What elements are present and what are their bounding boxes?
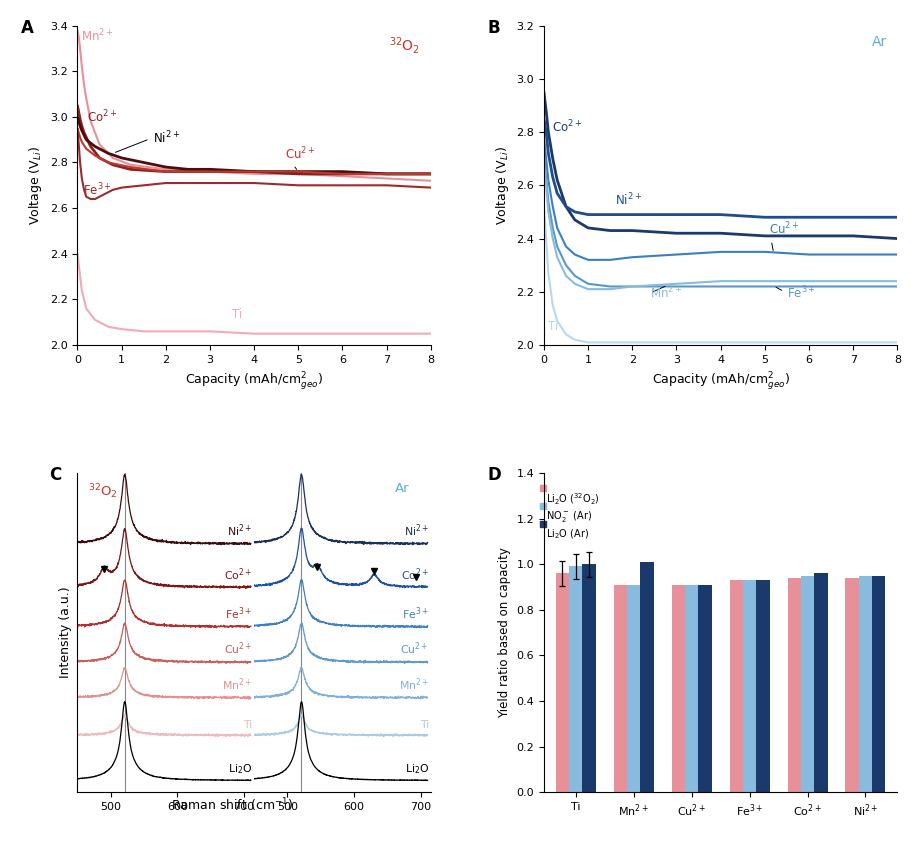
Bar [801,576,814,792]
Text: Cu$^{2+}$: Cu$^{2+}$ [769,221,800,250]
Text: Ar: Ar [872,35,886,49]
Bar [872,576,885,792]
Text: Ni$^{2+}$: Ni$^{2+}$ [404,522,429,539]
Bar [614,584,627,792]
Text: Raman shift (cm$^{-1}$): Raman shift (cm$^{-1}$) [171,797,293,815]
Bar [845,578,859,792]
Text: Ti: Ti [232,308,242,320]
Y-axis label: Intensity (a.u.): Intensity (a.u.) [59,587,72,678]
Bar [627,584,640,792]
Text: Co$^{2+}$: Co$^{2+}$ [401,566,429,583]
Bar [685,584,699,792]
Text: Fe$^{3+}$: Fe$^{3+}$ [83,182,112,199]
Text: Ti: Ti [420,721,429,730]
Text: Li$_2$O (Ar): Li$_2$O (Ar) [546,527,589,541]
Text: Ar: Ar [395,482,410,496]
Text: $^{32}$O$_2$: $^{32}$O$_2$ [389,35,420,56]
Bar [699,584,711,792]
Text: Cu$^{2+}$: Cu$^{2+}$ [400,641,429,658]
Text: Li$_2$O ($^{32}$O$_2$): Li$_2$O ($^{32}$O$_2$) [546,491,599,507]
Text: Cu$^{2+}$: Cu$^{2+}$ [285,146,316,170]
Text: Li$_2$O: Li$_2$O [404,762,429,776]
Text: Fe$^{3+}$: Fe$^{3+}$ [776,285,816,302]
Bar [743,580,756,792]
Y-axis label: Voltage (V$_{Li}$): Voltage (V$_{Li}$) [494,146,511,225]
Bar [582,564,596,792]
Bar [730,580,743,792]
Text: A: A [21,20,34,37]
Text: D: D [487,467,501,485]
Y-axis label: Voltage (V$_{Li}$): Voltage (V$_{Li}$) [27,146,45,225]
Bar [756,580,770,792]
Text: Li$_2$O: Li$_2$O [228,762,252,776]
Bar [787,578,801,792]
Text: C: C [49,467,61,485]
Y-axis label: Yield ratio based on capacity: Yield ratio based on capacity [498,547,511,718]
Text: NO$_2^-$ (Ar): NO$_2^-$ (Ar) [546,509,592,524]
Bar [569,567,582,792]
Text: Cu$^{2+}$: Cu$^{2+}$ [223,641,252,658]
Text: Mn$^{2+}$: Mn$^{2+}$ [222,676,252,693]
Text: Ni$^{2+}$: Ni$^{2+}$ [227,522,252,539]
Text: Ni$^{2+}$: Ni$^{2+}$ [116,130,179,153]
Text: B: B [487,20,500,37]
X-axis label: Capacity (mAh/cm$^2_{geo}$): Capacity (mAh/cm$^2_{geo}$) [651,371,790,392]
X-axis label: Capacity (mAh/cm$^2_{geo}$): Capacity (mAh/cm$^2_{geo}$) [185,371,323,392]
Text: Co$^{2+}$: Co$^{2+}$ [224,566,252,583]
Text: Mn$^{2+}$: Mn$^{2+}$ [650,285,682,302]
Text: Co$^{2+}$: Co$^{2+}$ [552,118,582,135]
Bar [556,573,569,792]
Text: Ti: Ti [243,721,252,730]
Text: Mn$^{2+}$: Mn$^{2+}$ [398,676,429,693]
Text: Co$^{2+}$: Co$^{2+}$ [87,109,118,125]
Bar [671,584,685,792]
Text: $^{32}$O$_2$: $^{32}$O$_2$ [88,482,118,501]
Text: Mn$^{2+}$: Mn$^{2+}$ [80,28,113,44]
Bar [859,576,872,792]
Text: Fe$^{3+}$: Fe$^{3+}$ [402,606,429,622]
Text: Fe$^{3+}$: Fe$^{3+}$ [225,606,252,622]
Text: Ti: Ti [548,320,558,333]
Bar [640,561,654,792]
Bar [814,573,827,792]
Text: Ni$^{2+}$: Ni$^{2+}$ [615,192,641,208]
